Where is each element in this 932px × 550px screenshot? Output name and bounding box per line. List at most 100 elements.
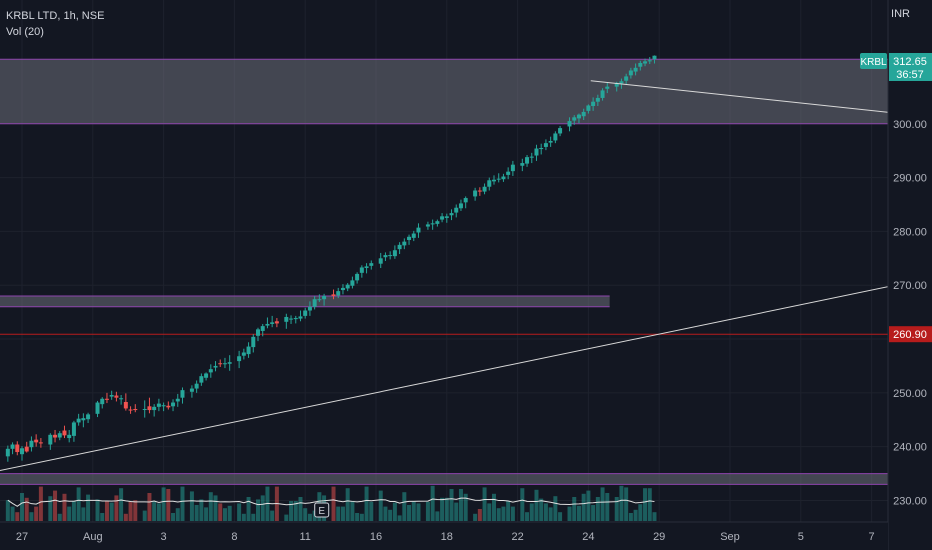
candle-body[interactable] — [482, 186, 487, 192]
candle-body[interactable] — [71, 422, 76, 436]
candle-body[interactable] — [397, 244, 402, 250]
candle-body[interactable] — [156, 403, 161, 407]
candle-body[interactable] — [458, 203, 463, 209]
candle-body[interactable] — [411, 233, 416, 238]
candle-body[interactable] — [614, 82, 619, 87]
candle-body[interactable] — [270, 322, 275, 324]
candle-body[interactable] — [289, 318, 294, 320]
candle-body[interactable] — [624, 76, 629, 81]
candle-body[interactable] — [520, 163, 525, 166]
candle-body[interactable] — [444, 216, 449, 218]
candle-body[interactable] — [237, 356, 242, 362]
candle-body[interactable] — [180, 390, 185, 398]
supply-demand-zone[interactable] — [0, 295, 610, 307]
candle-body[interactable] — [506, 171, 511, 175]
candle-body[interactable] — [284, 316, 289, 322]
candle-body[interactable] — [558, 128, 563, 134]
candle-body[interactable] — [501, 176, 506, 180]
candle-body[interactable] — [133, 408, 138, 411]
candle-body[interactable] — [647, 60, 652, 62]
candle-body[interactable] — [171, 402, 176, 407]
candle-body[interactable] — [204, 373, 209, 378]
candle-body[interactable] — [473, 190, 478, 197]
candle-body[interactable] — [251, 336, 256, 348]
candle-body[interactable] — [48, 434, 53, 445]
candle-body[interactable] — [430, 223, 435, 225]
candle-body[interactable] — [227, 362, 232, 364]
candle-body[interactable] — [123, 401, 128, 409]
candle-body[interactable] — [142, 408, 147, 410]
candle-body[interactable] — [213, 365, 218, 368]
candle-body[interactable] — [76, 418, 81, 423]
candle-body[interactable] — [425, 224, 430, 227]
earnings-marker-box[interactable] — [314, 502, 330, 518]
candle-body[interactable] — [317, 299, 322, 301]
candle-body[interactable] — [553, 133, 558, 141]
symbol-title[interactable]: KRBL LTD, 1h, NSE — [6, 10, 105, 22]
candle-body[interactable] — [487, 180, 492, 187]
candle-body[interactable] — [392, 250, 397, 257]
candle-body[interactable] — [463, 198, 468, 203]
candle-body[interactable] — [595, 97, 600, 102]
candle-body[interactable] — [539, 147, 544, 150]
candle-body[interactable] — [359, 267, 364, 273]
candle-body[interactable] — [454, 207, 459, 213]
candle-body[interactable] — [449, 213, 454, 216]
candle-body[interactable] — [20, 448, 24, 455]
candle-body[interactable] — [166, 405, 171, 408]
candle-body[interactable] — [331, 294, 336, 296]
candle-body[interactable] — [548, 140, 553, 143]
price-axis[interactable] — [888, 0, 932, 550]
candle-body[interactable] — [543, 143, 548, 147]
candle-body[interactable] — [322, 295, 327, 300]
candle-body[interactable] — [53, 434, 58, 438]
candle-body[interactable] — [100, 398, 105, 405]
supply-demand-zone[interactable] — [0, 473, 888, 485]
candle-body[interactable] — [274, 321, 279, 324]
candle-body[interactable] — [298, 316, 303, 319]
candle-body[interactable] — [638, 62, 643, 67]
trendline[interactable] — [590, 80, 896, 114]
candle-body[interactable] — [336, 291, 341, 296]
candle-body[interactable] — [435, 221, 440, 224]
candle-body[interactable] — [222, 363, 227, 365]
candle-body[interactable] — [350, 280, 355, 286]
candle-body[interactable] — [581, 111, 586, 117]
candle-body[interactable] — [619, 81, 624, 84]
candle-body[interactable] — [256, 329, 260, 336]
candle-body[interactable] — [364, 266, 369, 268]
candle-body[interactable] — [293, 318, 298, 320]
candle-body[interactable] — [29, 440, 34, 448]
candle-body[interactable] — [477, 190, 482, 192]
candle-body[interactable] — [383, 255, 388, 258]
candle-body[interactable] — [119, 398, 124, 400]
candle-body[interactable] — [628, 70, 633, 76]
candle-body[interactable] — [128, 409, 133, 411]
candle-body[interactable] — [510, 164, 515, 172]
candle-body[interactable] — [189, 388, 194, 392]
candle-body[interactable] — [643, 61, 648, 64]
candle-body[interactable] — [496, 178, 501, 180]
candle-body[interactable] — [208, 369, 213, 373]
candle-body[interactable] — [591, 101, 596, 107]
candle-body[interactable] — [104, 398, 109, 400]
candle-body[interactable] — [15, 444, 20, 453]
candle-body[interactable] — [492, 179, 496, 182]
candle-body[interactable] — [57, 433, 62, 438]
time-axis[interactable] — [0, 522, 888, 550]
candle-body[interactable] — [67, 434, 72, 439]
supply-demand-zone[interactable] — [0, 59, 888, 124]
candle-body[interactable] — [260, 326, 265, 331]
candle-body[interactable] — [534, 148, 539, 156]
candle-body[interactable] — [199, 376, 204, 383]
candle-body[interactable] — [525, 157, 530, 164]
candle-body[interactable] — [241, 352, 246, 356]
candle-body[interactable] — [440, 216, 445, 220]
candle-body[interactable] — [152, 406, 157, 411]
candle-body[interactable] — [109, 394, 114, 397]
candle-body[interactable] — [95, 402, 100, 414]
trendline[interactable] — [0, 284, 896, 472]
candle-body[interactable] — [633, 67, 638, 72]
candle-body[interactable] — [600, 90, 605, 98]
